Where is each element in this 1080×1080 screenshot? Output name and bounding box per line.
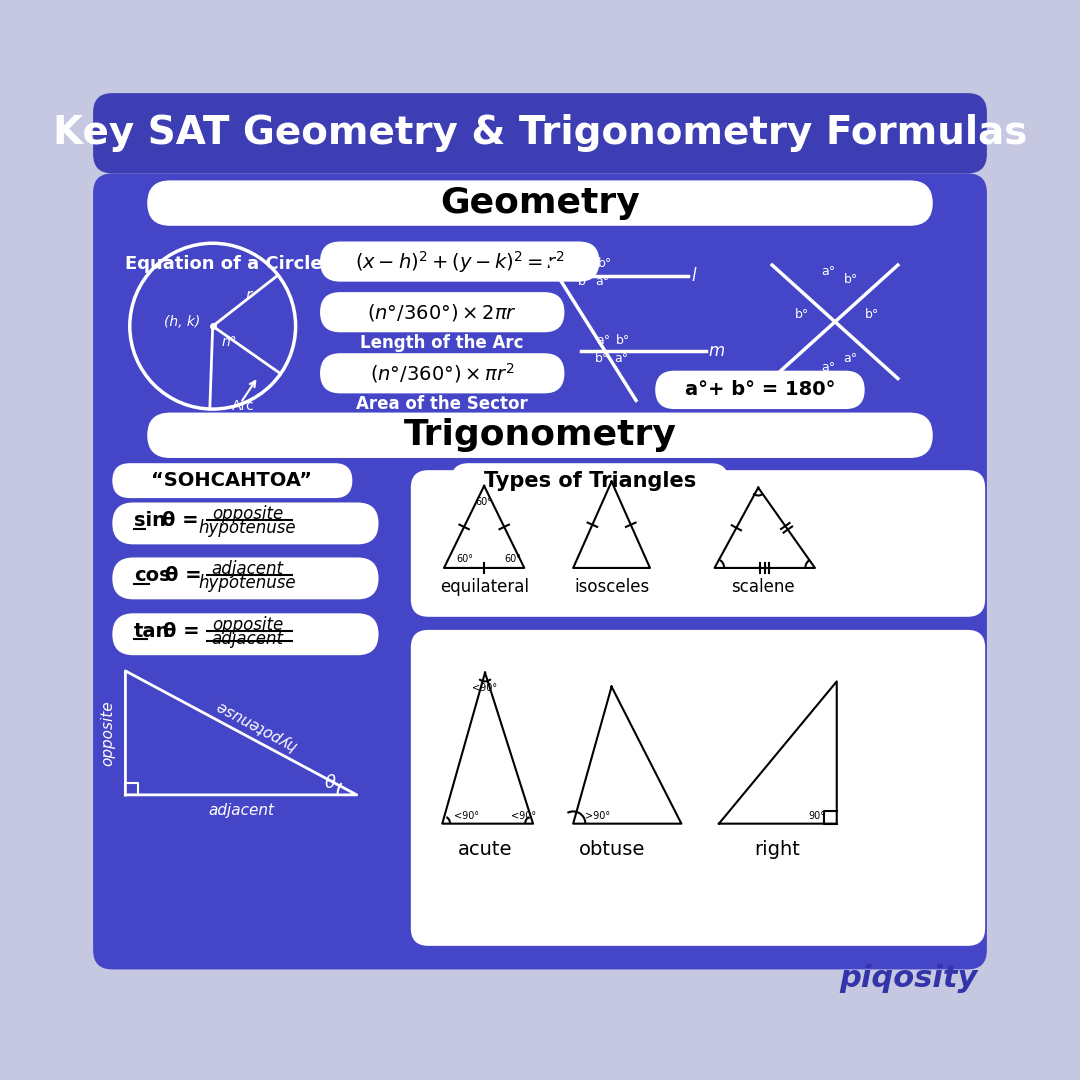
Text: 90°: 90° [809,811,826,821]
Text: Geometry: Geometry [441,186,639,220]
Text: <90°: <90° [472,684,498,693]
Text: (h, k): (h, k) [164,314,201,328]
Text: m: m [708,342,725,361]
Text: opposite: opposite [100,700,116,766]
Text: piqosity: piqosity [840,963,978,993]
Text: b°: b° [595,352,609,365]
FancyBboxPatch shape [451,463,729,498]
Text: b°: b° [598,257,612,270]
Text: adjacent: adjacent [212,559,284,578]
Text: $(n°/360°) \times 2\pi r$: $(n°/360°) \times 2\pi r$ [367,301,517,323]
Text: r: r [246,288,252,302]
Text: θ =: θ = [162,511,199,530]
Text: opposite: opposite [212,616,283,634]
Text: sin: sin [134,511,166,530]
Text: l: l [691,267,696,284]
Text: Area of the Sector: Area of the Sector [356,395,528,413]
Text: a°: a° [843,352,858,365]
Text: $(x-h)^2 + (y-k)^2 = r^2$: $(x-h)^2 + (y-k)^2 = r^2$ [354,248,565,274]
Text: equilateral: equilateral [440,579,528,596]
Text: b°: b° [795,308,809,322]
Text: a°: a° [596,334,611,347]
Text: opposite: opposite [212,504,283,523]
FancyBboxPatch shape [112,502,378,544]
FancyBboxPatch shape [410,470,985,617]
Text: >90°: >90° [585,811,610,821]
Text: a°: a° [821,265,835,278]
Text: tan: tan [134,622,171,642]
Text: hypotenuse: hypotenuse [199,573,296,592]
Text: a°: a° [595,275,609,288]
Text: hypotenuse: hypotenuse [199,518,296,537]
FancyBboxPatch shape [112,613,378,656]
Text: Key SAT Geometry & Trigonometry Formulas: Key SAT Geometry & Trigonometry Formulas [53,114,1027,152]
Text: Arc: Arc [232,400,255,414]
Text: 60°: 60° [456,554,473,565]
Text: <90°: <90° [455,811,480,821]
Text: b°: b° [843,273,858,286]
Text: adjacent: adjacent [208,804,274,818]
Text: θ =: θ = [164,566,201,585]
Text: a°+ b° = 180°: a°+ b° = 180° [685,380,835,400]
FancyBboxPatch shape [93,174,987,970]
Text: Sector: Sector [232,413,276,427]
Text: right: right [755,840,800,860]
Text: b°: b° [616,334,630,347]
FancyBboxPatch shape [147,413,933,458]
FancyBboxPatch shape [320,292,565,333]
Text: n°: n° [221,335,238,349]
Text: $(n°/360°) \times \pi r^2$: $(n°/360°) \times \pi r^2$ [369,362,514,386]
Text: 60°: 60° [504,554,522,565]
Text: θ =: θ = [163,622,200,642]
Text: a°: a° [615,352,629,365]
Text: 60°: 60° [475,497,492,508]
Text: b°: b° [578,275,592,288]
Text: Equation of a Circle: Equation of a Circle [125,255,323,273]
Text: <90°: <90° [511,811,537,821]
Text: obtuse: obtuse [579,840,645,860]
Text: hypotenuse: hypotenuse [214,698,300,754]
FancyBboxPatch shape [410,630,985,946]
Text: θ: θ [325,773,336,792]
FancyBboxPatch shape [320,353,565,393]
Text: a°: a° [821,361,835,374]
Text: Trigonometry: Trigonometry [404,418,676,453]
FancyBboxPatch shape [656,370,865,409]
FancyBboxPatch shape [93,93,987,174]
FancyBboxPatch shape [112,463,352,498]
Text: isosceles: isosceles [573,579,649,596]
Text: “SOHCAHTOA”: “SOHCAHTOA” [151,471,312,490]
Text: cos: cos [134,566,171,585]
Text: acute: acute [458,840,512,860]
Text: Types of Triangles: Types of Triangles [484,471,696,490]
FancyBboxPatch shape [112,557,378,599]
FancyBboxPatch shape [84,84,996,996]
Text: scalene: scalene [731,579,795,596]
Text: a°: a° [579,257,593,270]
Text: adjacent: adjacent [212,630,284,648]
FancyBboxPatch shape [147,180,933,226]
FancyBboxPatch shape [320,242,599,282]
Text: b°: b° [864,308,879,322]
Text: Length of the Arc: Length of the Arc [361,334,524,352]
